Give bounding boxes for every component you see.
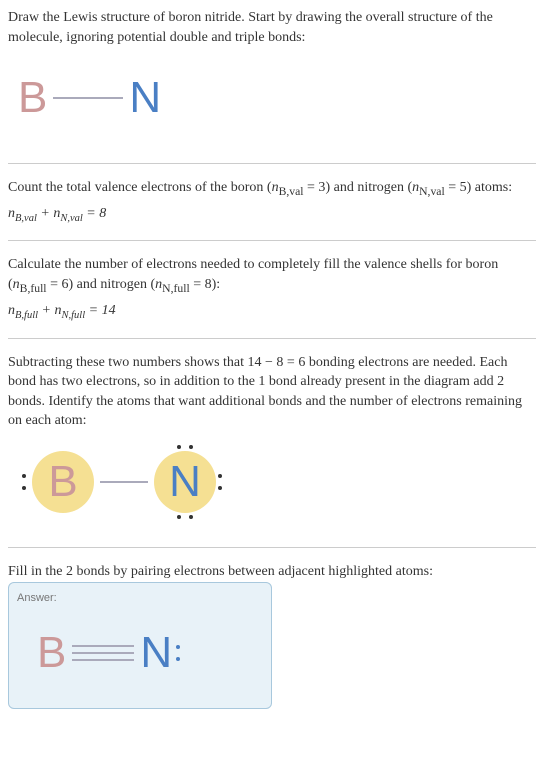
step5: Fill in the 2 bonds by pairing electrons… xyxy=(8,562,536,709)
boron-highlighted: B xyxy=(32,451,94,513)
n-lone-top xyxy=(177,445,193,449)
step1: Draw the Lewis structure of boron nitrid… xyxy=(8,8,536,149)
step2-equation: nB,val + nN,val = 8 xyxy=(8,204,536,226)
divider xyxy=(8,547,536,548)
step3-text: Calculate the number of electrons needed… xyxy=(8,255,536,297)
molecule-triple-bond: B N xyxy=(17,606,263,700)
boron-atom: B xyxy=(18,67,47,129)
step5-text: Fill in the 2 bonds by pairing electrons… xyxy=(8,562,536,582)
divider xyxy=(8,163,536,164)
triple-bond xyxy=(72,643,134,663)
single-bond xyxy=(100,479,148,485)
molecule-highlighted: B N xyxy=(8,431,536,533)
step1-text: Draw the Lewis structure of boron nitrid… xyxy=(8,8,536,47)
nitrogen-atom-final: N xyxy=(140,622,172,684)
nitrogen-atom: N xyxy=(129,67,161,129)
step3: Calculate the number of electrons needed… xyxy=(8,255,536,323)
n-lone-right xyxy=(218,474,222,490)
n-lone-bottom xyxy=(177,515,193,519)
answer-box: Answer: B N xyxy=(8,582,272,709)
step4-text: Subtracting these two numbers shows that… xyxy=(8,353,536,431)
step4: Subtracting these two numbers shows that… xyxy=(8,353,536,533)
divider xyxy=(8,240,536,241)
step2: Count the total valence electrons of the… xyxy=(8,178,536,227)
nitrogen-highlighted: N xyxy=(154,451,216,513)
step2-text: Count the total valence electrons of the… xyxy=(8,178,536,200)
boron-atom-final: B xyxy=(37,622,66,684)
divider xyxy=(8,338,536,339)
n-lone-pair-final xyxy=(176,645,180,661)
step3-equation: nB,full + nN,full = 14 xyxy=(8,301,536,323)
b-lone-pair-left xyxy=(22,474,26,490)
answer-label: Answer: xyxy=(17,591,263,606)
molecule-single-bond: B N xyxy=(8,47,536,149)
single-bond xyxy=(53,95,123,101)
